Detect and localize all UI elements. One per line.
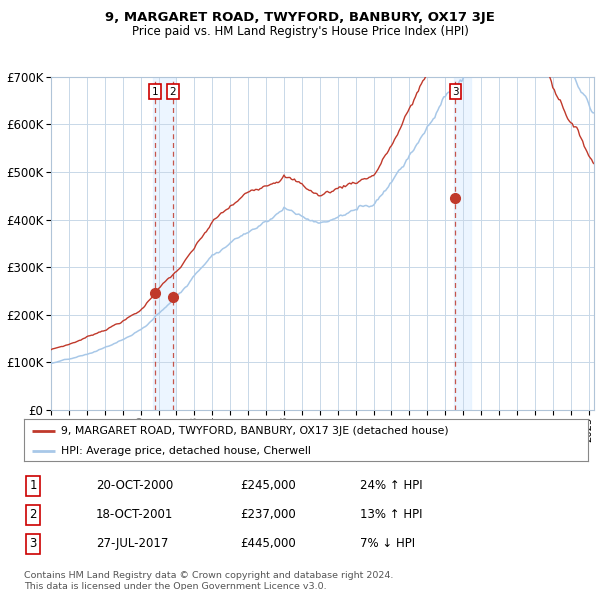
Text: 9, MARGARET ROAD, TWYFORD, BANBURY, OX17 3JE (detached house): 9, MARGARET ROAD, TWYFORD, BANBURY, OX17… (61, 426, 448, 436)
Text: £245,000: £245,000 (240, 479, 296, 492)
Text: 3: 3 (452, 87, 459, 97)
Text: 1: 1 (29, 479, 37, 492)
Text: Price paid vs. HM Land Registry's House Price Index (HPI): Price paid vs. HM Land Registry's House … (131, 25, 469, 38)
Text: 9, MARGARET ROAD, TWYFORD, BANBURY, OX17 3JE: 9, MARGARET ROAD, TWYFORD, BANBURY, OX17… (105, 11, 495, 24)
Text: 18-OCT-2001: 18-OCT-2001 (96, 508, 173, 522)
Text: 2: 2 (170, 87, 176, 97)
Text: £237,000: £237,000 (240, 508, 296, 522)
Bar (454, 77, 471, 410)
Text: 7% ↓ HPI: 7% ↓ HPI (360, 537, 415, 550)
Text: 20-OCT-2000: 20-OCT-2000 (96, 479, 173, 492)
Text: Contains HM Land Registry data © Crown copyright and database right 2024.
This d: Contains HM Land Registry data © Crown c… (24, 571, 394, 590)
Text: 2: 2 (29, 508, 37, 522)
Bar (153, 77, 175, 410)
Text: 24% ↑ HPI: 24% ↑ HPI (360, 479, 422, 492)
Text: £445,000: £445,000 (240, 537, 296, 550)
Text: HPI: Average price, detached house, Cherwell: HPI: Average price, detached house, Cher… (61, 446, 311, 455)
Text: 27-JUL-2017: 27-JUL-2017 (96, 537, 169, 550)
Text: 1: 1 (152, 87, 158, 97)
Text: 13% ↑ HPI: 13% ↑ HPI (360, 508, 422, 522)
Text: 3: 3 (29, 537, 37, 550)
